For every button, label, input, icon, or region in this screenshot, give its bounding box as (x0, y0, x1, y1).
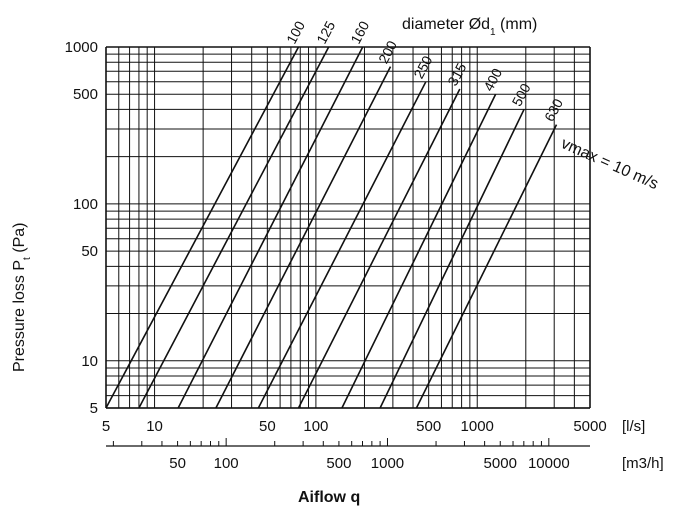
tick-labels: 5 10 50 100 500 1000 5 10 50 100 500 1000 5000 (65, 39, 607, 435)
series-line-500 (379, 109, 525, 409)
y-tick-label: 50 (81, 243, 98, 260)
x-tick-label-secondary: 50 (169, 455, 186, 472)
vmax-annotation: vmax = 10 m/s (558, 135, 660, 193)
series-label-160: 160 (347, 18, 372, 46)
x-axis-label: Aiflow q (298, 489, 360, 506)
x-tick-label-secondary: 10000 (528, 455, 570, 472)
x-tick-label-primary: 100 (303, 418, 328, 435)
series-line-250 (257, 81, 427, 409)
series-label-250: 250 (410, 53, 435, 81)
x-tick-label-primary: 1000 (461, 418, 494, 435)
x-tick-label-primary: 5000 (573, 418, 606, 435)
y-tick-label: 5 (90, 400, 98, 417)
x-tick-label-primary: 5 (102, 418, 110, 435)
x-unit-secondary: [m3/h] (622, 455, 664, 472)
series-label-315: 315 (444, 60, 469, 88)
series-line-160 (177, 46, 364, 409)
chart-title: diameter Ød1 (mm) (402, 16, 537, 38)
y-tick-label: 10 (81, 353, 98, 370)
series-label-400: 400 (480, 65, 505, 93)
series-line-100 (105, 46, 300, 409)
secondary-tick-labels: 50 100 500 1000 5000 10000 (112, 438, 570, 472)
series-line-200 (215, 66, 392, 409)
series-label-500: 500 (509, 81, 534, 109)
series-label-100: 100 (283, 18, 308, 46)
series-line-125 (138, 46, 330, 409)
x-tick-label-primary: 10 (146, 418, 163, 435)
series-line-315 (297, 88, 461, 409)
x-tick-label-primary: 50 (259, 418, 276, 435)
x-tick-label-primary: 500 (416, 418, 441, 435)
y-tick-label: 1000 (65, 39, 98, 56)
x-tick-label-secondary: 500 (326, 455, 351, 472)
y-tick-label: 500 (73, 86, 98, 103)
x-tick-label-secondary: 5000 (484, 455, 517, 472)
series-line-400 (341, 93, 497, 409)
x-tick-label-secondary: 1000 (371, 455, 404, 472)
series-label-630: 630 (541, 96, 566, 124)
x-unit-primary: [l/s] (622, 418, 645, 435)
y-tick-label: 100 (73, 196, 98, 213)
series-label-125: 125 (313, 18, 338, 46)
series-line-630 (415, 124, 558, 409)
x-tick-label-secondary: 100 (214, 455, 239, 472)
y-axis-label: Pressure loss Pt (Pa) (11, 223, 33, 373)
